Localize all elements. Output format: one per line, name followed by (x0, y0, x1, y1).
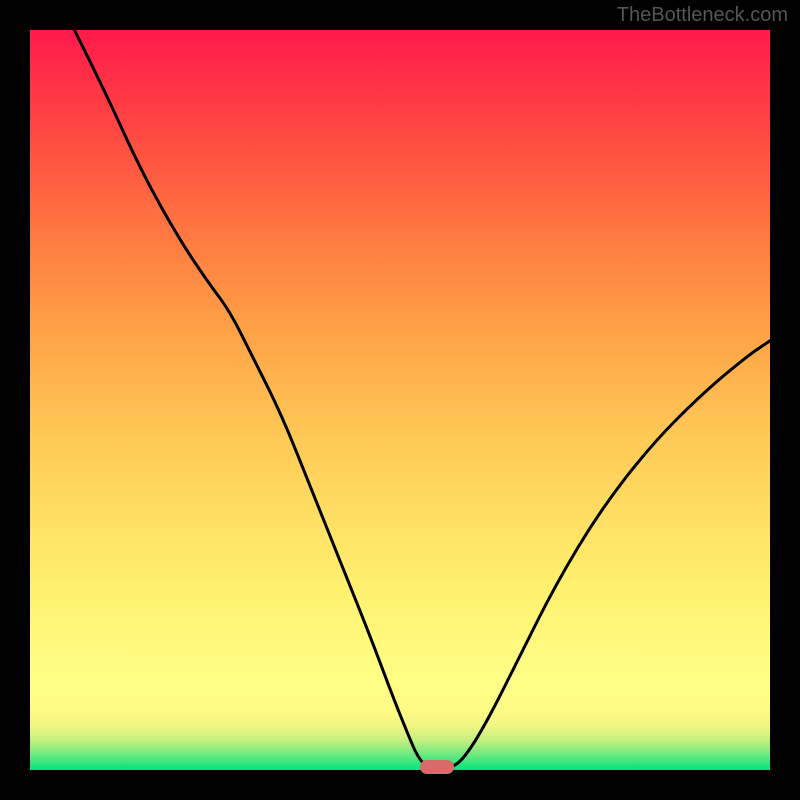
bottleneck-curve (74, 30, 770, 769)
watermark-text: TheBottleneck.com (617, 4, 788, 27)
chart-curve-svg (30, 30, 770, 770)
chart-plot-area (30, 30, 770, 770)
optimum-marker (420, 760, 453, 773)
